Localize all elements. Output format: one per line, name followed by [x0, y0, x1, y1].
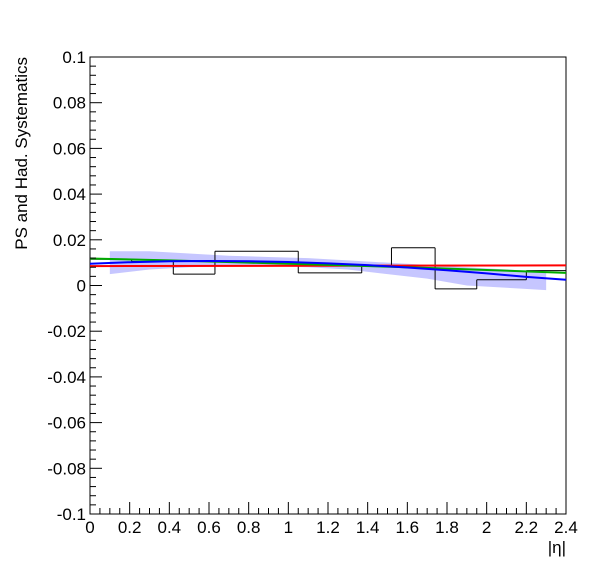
x-tick-label: 0: [85, 518, 94, 537]
y-tick-label: -0.1: [57, 505, 86, 524]
y-tick-label: 0.1: [62, 48, 86, 67]
series-line-2: [89, 260, 567, 281]
y-axis-ticks: -0.1 -0.08 -0.06 -0.04 -0.02 0 0.02 0.04 0.06 0.0…: [47, 48, 102, 524]
y-tick-label: 0.08: [53, 94, 86, 113]
y-axis-title: PS and Had. Systematics: [12, 57, 31, 250]
y-tick-label: -0.02: [47, 322, 86, 341]
x-axis-title: |η|: [548, 538, 566, 557]
x-tick-label: 2.2: [515, 518, 539, 537]
y-tick-label: -0.08: [47, 459, 86, 478]
x-tick-label: 0.6: [197, 518, 221, 537]
x-tick-label: 2.4: [554, 518, 578, 537]
x-tick-label: 0.4: [158, 518, 182, 537]
y-tick-label: 0.02: [53, 231, 86, 250]
x-tick-label: 0.8: [237, 518, 261, 537]
y-tick-label: -0.04: [47, 368, 86, 387]
x-tick-label: 1.2: [316, 518, 340, 537]
y-tick-label: 0.06: [53, 139, 86, 158]
x-tick-label: 1: [284, 518, 293, 537]
y-tick-label: 0: [77, 277, 86, 296]
x-tick-label: 2: [482, 518, 491, 537]
y-tick-label: -0.06: [47, 414, 86, 433]
y-tick-label: 0.04: [53, 185, 86, 204]
x-tick-label: 1.8: [435, 518, 459, 537]
series-layer: [89, 257, 567, 281]
x-tick-label: 0.2: [118, 518, 142, 537]
x-axis-ticks: 0 0.2 0.4 0.6 0.8 1 1.2 1.4 1.6 1.8 2 2.2 2.4: [85, 502, 578, 537]
x-tick-label: 1.4: [356, 518, 380, 537]
x-tick-label: 1.6: [396, 518, 420, 537]
